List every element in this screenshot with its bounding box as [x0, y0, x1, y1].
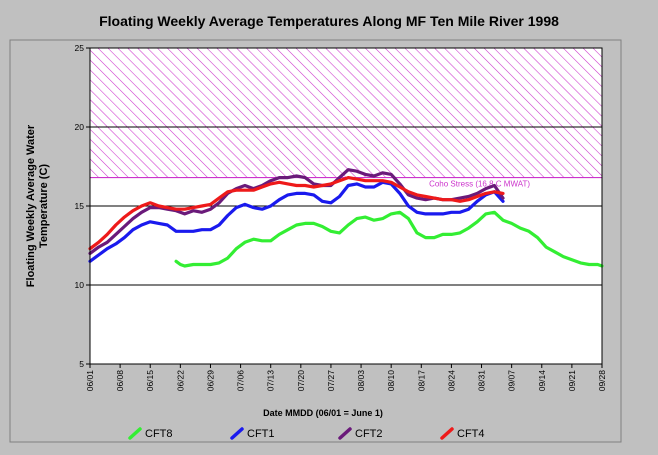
- legend-label-cft8: CFT8: [145, 428, 173, 440]
- legend: CFT8 CFT1 CFT2 CFT4: [128, 427, 485, 440]
- x-tick-label: 06/01: [85, 370, 95, 392]
- x-tick-label: 06/29: [205, 370, 215, 392]
- x-tick-label: 06/22: [175, 370, 185, 392]
- x-tick-label: 06/08: [115, 370, 125, 392]
- x-tick-label: 09/28: [597, 370, 607, 392]
- legend-label-cft4: CFT4: [457, 428, 485, 440]
- y-axis-title-line2: Temperature (C): [38, 164, 50, 248]
- series-line-cft1: [88, 180, 505, 263]
- x-tick-label: 09/07: [507, 370, 517, 392]
- y-tick-label: 5: [79, 359, 84, 369]
- series-line-cft8: [174, 210, 604, 268]
- x-tick-label: 08/17: [416, 370, 426, 392]
- legend-label-cft2: CFT2: [355, 428, 383, 440]
- x-tick-label: 06/15: [145, 370, 155, 392]
- y-tick-label: 10: [75, 280, 85, 290]
- x-tick-label: 09/14: [537, 370, 547, 392]
- chart-title: Floating Weekly Average Temperatures Alo…: [99, 13, 559, 29]
- legend-label-cft1: CFT1: [247, 428, 275, 440]
- series-line-cft4: [88, 176, 505, 251]
- x-tick-label: 08/31: [477, 370, 487, 392]
- x-tick-label: 07/27: [326, 370, 336, 392]
- y-axis-title-line1: Floating Weekly Average Water: [25, 124, 37, 287]
- x-axis-title: Date MMDD (06/01 = June 1): [263, 408, 383, 418]
- coho-stress-band: [90, 48, 602, 178]
- y-tick-label: 25: [75, 43, 85, 53]
- x-axis: 06/01 06/08 06/15 06/22 06/29 07/06 07/13 07/20…: [85, 364, 607, 391]
- y-tick-label: 15: [75, 201, 85, 211]
- legend-swatch-cft2: [338, 427, 352, 440]
- legend-swatch-cft1: [230, 427, 244, 440]
- legend-swatch-cft4: [440, 427, 454, 440]
- x-tick-label: 07/13: [266, 370, 276, 392]
- series-group: [88, 168, 604, 268]
- x-tick-label: 08/10: [386, 370, 396, 392]
- x-tick-label: 08/24: [446, 370, 456, 392]
- x-tick-label: 07/06: [236, 370, 246, 392]
- x-tick-label: 09/21: [567, 370, 577, 392]
- x-tick-label: 08/03: [356, 370, 366, 392]
- x-tick-label: 07/20: [296, 370, 306, 392]
- y-tick-label: 20: [75, 122, 85, 132]
- legend-swatch-cft8: [128, 427, 142, 440]
- y-axis: 5 10 15 20 25: [75, 43, 90, 369]
- coho-stress-label: Coho Stress (16.8 C MWAT): [429, 180, 530, 189]
- grid-lines: [90, 126, 602, 286]
